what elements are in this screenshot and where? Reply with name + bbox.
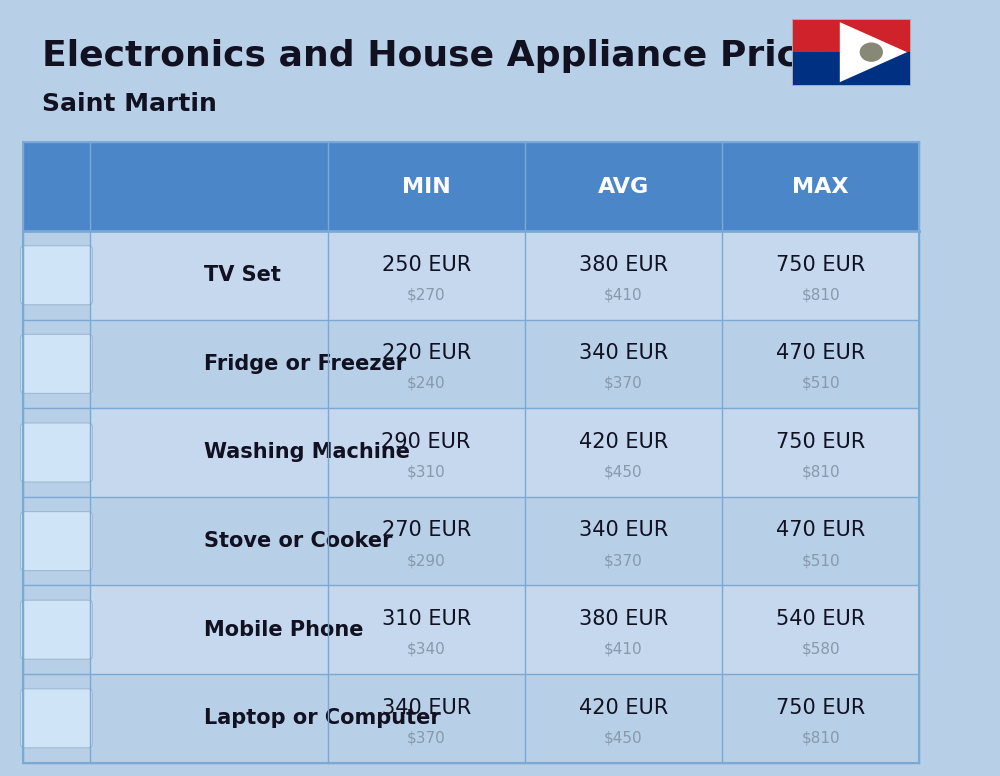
Text: $340: $340 — [407, 642, 446, 656]
Bar — [793, 19, 910, 52]
Text: $510: $510 — [801, 376, 840, 391]
Text: Fridge or Freezer: Fridge or Freezer — [204, 354, 406, 374]
Text: $450: $450 — [604, 730, 643, 745]
Text: 270 EUR: 270 EUR — [382, 521, 471, 540]
Text: $810: $810 — [801, 730, 840, 745]
FancyBboxPatch shape — [21, 689, 92, 748]
Bar — [23, 320, 919, 408]
Text: $370: $370 — [407, 730, 446, 745]
Text: 290 EUR: 290 EUR — [381, 432, 471, 452]
Text: 750 EUR: 750 EUR — [776, 255, 865, 275]
Text: 470 EUR: 470 EUR — [776, 343, 865, 363]
Bar — [23, 231, 90, 320]
Bar — [23, 231, 919, 320]
Bar — [23, 585, 919, 674]
Polygon shape — [840, 23, 907, 82]
Text: $580: $580 — [801, 642, 840, 656]
Bar — [23, 142, 919, 763]
Text: Laptop or Computer: Laptop or Computer — [204, 708, 441, 729]
Text: Mobile Phone: Mobile Phone — [204, 620, 364, 639]
Text: $240: $240 — [407, 376, 445, 391]
Text: $410: $410 — [604, 642, 643, 656]
Text: $450: $450 — [604, 465, 643, 480]
Text: Electronics and House Appliance Prices: Electronics and House Appliance Prices — [42, 39, 844, 73]
Text: 250 EUR: 250 EUR — [382, 255, 471, 275]
Text: $310: $310 — [407, 465, 446, 480]
Bar — [23, 497, 90, 585]
Text: 340 EUR: 340 EUR — [579, 521, 668, 540]
Text: $370: $370 — [604, 553, 643, 568]
Text: 750 EUR: 750 EUR — [776, 698, 865, 718]
Text: 420 EUR: 420 EUR — [579, 432, 668, 452]
Text: 380 EUR: 380 EUR — [579, 609, 668, 629]
Text: $410: $410 — [604, 287, 643, 303]
Text: 340 EUR: 340 EUR — [579, 343, 668, 363]
Text: 420 EUR: 420 EUR — [579, 698, 668, 718]
FancyBboxPatch shape — [21, 246, 92, 305]
Text: MIN: MIN — [402, 177, 451, 196]
FancyBboxPatch shape — [21, 511, 92, 570]
Text: 310 EUR: 310 EUR — [382, 609, 471, 629]
Text: $290: $290 — [407, 553, 446, 568]
Text: 750 EUR: 750 EUR — [776, 432, 865, 452]
Text: 380 EUR: 380 EUR — [579, 255, 668, 275]
Circle shape — [860, 43, 882, 61]
Text: AVG: AVG — [598, 177, 649, 196]
Text: Saint Martin: Saint Martin — [42, 92, 216, 116]
Text: Stove or Cooker: Stove or Cooker — [204, 531, 393, 551]
Text: TV Set: TV Set — [204, 265, 281, 286]
Text: $510: $510 — [801, 553, 840, 568]
Text: 470 EUR: 470 EUR — [776, 521, 865, 540]
FancyBboxPatch shape — [21, 423, 92, 482]
Bar — [23, 142, 919, 231]
FancyBboxPatch shape — [21, 600, 92, 660]
Text: $270: $270 — [407, 287, 445, 303]
Bar — [23, 408, 919, 497]
Text: $810: $810 — [801, 465, 840, 480]
Bar — [793, 52, 910, 85]
Text: MAX: MAX — [792, 177, 849, 196]
Text: Washing Machine: Washing Machine — [204, 442, 410, 462]
Text: 220 EUR: 220 EUR — [382, 343, 471, 363]
FancyBboxPatch shape — [793, 19, 910, 85]
Bar — [23, 497, 919, 585]
Bar — [23, 674, 919, 763]
Text: 340 EUR: 340 EUR — [382, 698, 471, 718]
Text: 540 EUR: 540 EUR — [776, 609, 865, 629]
Bar — [23, 674, 90, 763]
Bar — [23, 408, 90, 497]
Bar — [23, 585, 90, 674]
FancyBboxPatch shape — [21, 334, 92, 393]
Bar — [23, 320, 90, 408]
Text: $810: $810 — [801, 287, 840, 303]
Text: $370: $370 — [604, 376, 643, 391]
